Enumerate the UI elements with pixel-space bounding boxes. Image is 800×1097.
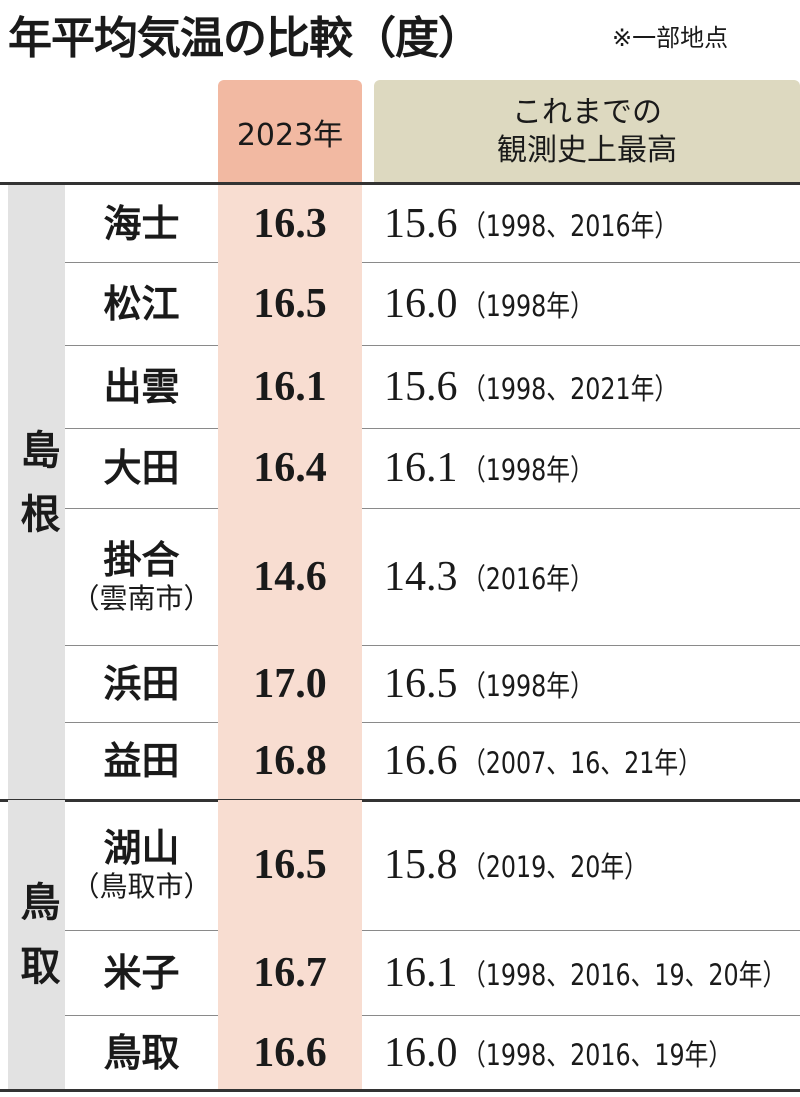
- record-years: （2019、20年）: [461, 850, 648, 884]
- value-2023: 16.3: [218, 185, 362, 262]
- note: ※一部地点: [612, 24, 729, 52]
- row-rule: [65, 930, 800, 931]
- place-sub: （鳥取市）: [71, 870, 212, 903]
- record: 16.1 （1998、2016、19、20年）: [362, 930, 800, 1015]
- record: 15.6 （1998、2021年）: [362, 345, 800, 428]
- value-2023: 16.6: [218, 1015, 362, 1090]
- record: 16.0 （1998年）: [362, 262, 800, 345]
- title: 年平均気温の比較（度）: [8, 13, 482, 64]
- place-name: 鳥取: [103, 1030, 180, 1075]
- record-years: （1998、2016年）: [461, 208, 678, 243]
- group-label: 鳥取: [8, 800, 65, 1090]
- row-rule: [65, 428, 800, 429]
- record-value: 15.8: [384, 842, 458, 888]
- record-years: （1998年）: [461, 288, 594, 323]
- place: 益田: [65, 722, 218, 800]
- record: 16.6 （2007、16、21年）: [362, 722, 800, 800]
- value-2023: 16.8: [218, 722, 362, 800]
- place-name: 大田: [103, 446, 180, 490]
- value-2023: 16.7: [218, 930, 362, 1015]
- value-2023: 16.4: [218, 428, 362, 508]
- value-2023: 17.0: [218, 645, 362, 722]
- place-name: 掛合: [103, 537, 180, 582]
- place-name: 湖山: [103, 826, 180, 870]
- record-years: （1998年）: [461, 668, 594, 703]
- place-name: 米子: [103, 950, 180, 995]
- record: 14.3 （2016年）: [362, 508, 800, 645]
- row-rule: [65, 722, 800, 723]
- record-years: （1998年）: [461, 453, 594, 487]
- place: 浜田: [65, 645, 218, 722]
- record: 16.5 （1998年）: [362, 645, 800, 722]
- record-value: 16.1: [384, 445, 458, 491]
- record-value: 16.5: [384, 660, 458, 707]
- record-value: 14.3: [384, 553, 458, 600]
- place-name: 浜田: [103, 661, 180, 706]
- record-years: （1998、2016、19、20年）: [461, 957, 786, 992]
- record: 15.8 （2019、20年）: [362, 800, 800, 930]
- value-2023: 16.1: [218, 345, 362, 428]
- row-rule: [65, 645, 800, 646]
- place: 出雲: [65, 345, 218, 428]
- row-rule: [65, 262, 800, 263]
- group-label: 島根: [8, 185, 65, 800]
- place-name: 益田: [103, 739, 180, 783]
- group-rule: [0, 1089, 800, 1092]
- column-header: これまでの 観測史上最高: [374, 80, 800, 183]
- column-header: 2023年: [218, 80, 362, 183]
- place: 大田: [65, 428, 218, 508]
- record-years: （2007、16、21年）: [461, 746, 702, 780]
- value-2023: 16.5: [218, 800, 362, 930]
- row-rule: [65, 345, 800, 346]
- column-header-line: 観測史上最高: [497, 132, 677, 168]
- place: 掛合 （雲南市）: [65, 508, 218, 645]
- place: 鳥取: [65, 1015, 218, 1090]
- record: 16.0 （1998、2016、19年）: [362, 1015, 800, 1090]
- row-rule: [65, 508, 800, 509]
- group-rule: [0, 799, 800, 802]
- place-sub: （雲南市）: [71, 581, 212, 615]
- rule: [0, 182, 800, 185]
- record-years: （2016年）: [461, 561, 594, 596]
- record: 15.6 （1998、2016年）: [362, 185, 800, 262]
- record-value: 16.0: [384, 1029, 458, 1076]
- record-value: 16.0: [384, 280, 458, 327]
- record: 16.1 （1998年）: [362, 428, 800, 508]
- place: 米子: [65, 930, 218, 1015]
- place-name: 松江: [103, 281, 180, 326]
- record-years: （1998、2016、19年）: [461, 1037, 732, 1072]
- record-value: 15.6: [384, 200, 458, 247]
- place-name: 海士: [103, 201, 180, 246]
- value-2023: 14.6: [218, 508, 362, 645]
- record-value: 15.6: [384, 363, 458, 410]
- record-value: 16.1: [384, 949, 458, 996]
- place: 松江: [65, 262, 218, 345]
- column-header-line: これまでの: [512, 94, 662, 130]
- record-value: 16.6: [384, 738, 458, 784]
- place: 湖山 （鳥取市）: [65, 800, 218, 930]
- place-name: 出雲: [103, 364, 180, 409]
- value-2023: 16.5: [218, 262, 362, 345]
- row-rule: [65, 1015, 800, 1016]
- place: 海士: [65, 185, 218, 262]
- record-years: （1998、2021年）: [461, 371, 678, 406]
